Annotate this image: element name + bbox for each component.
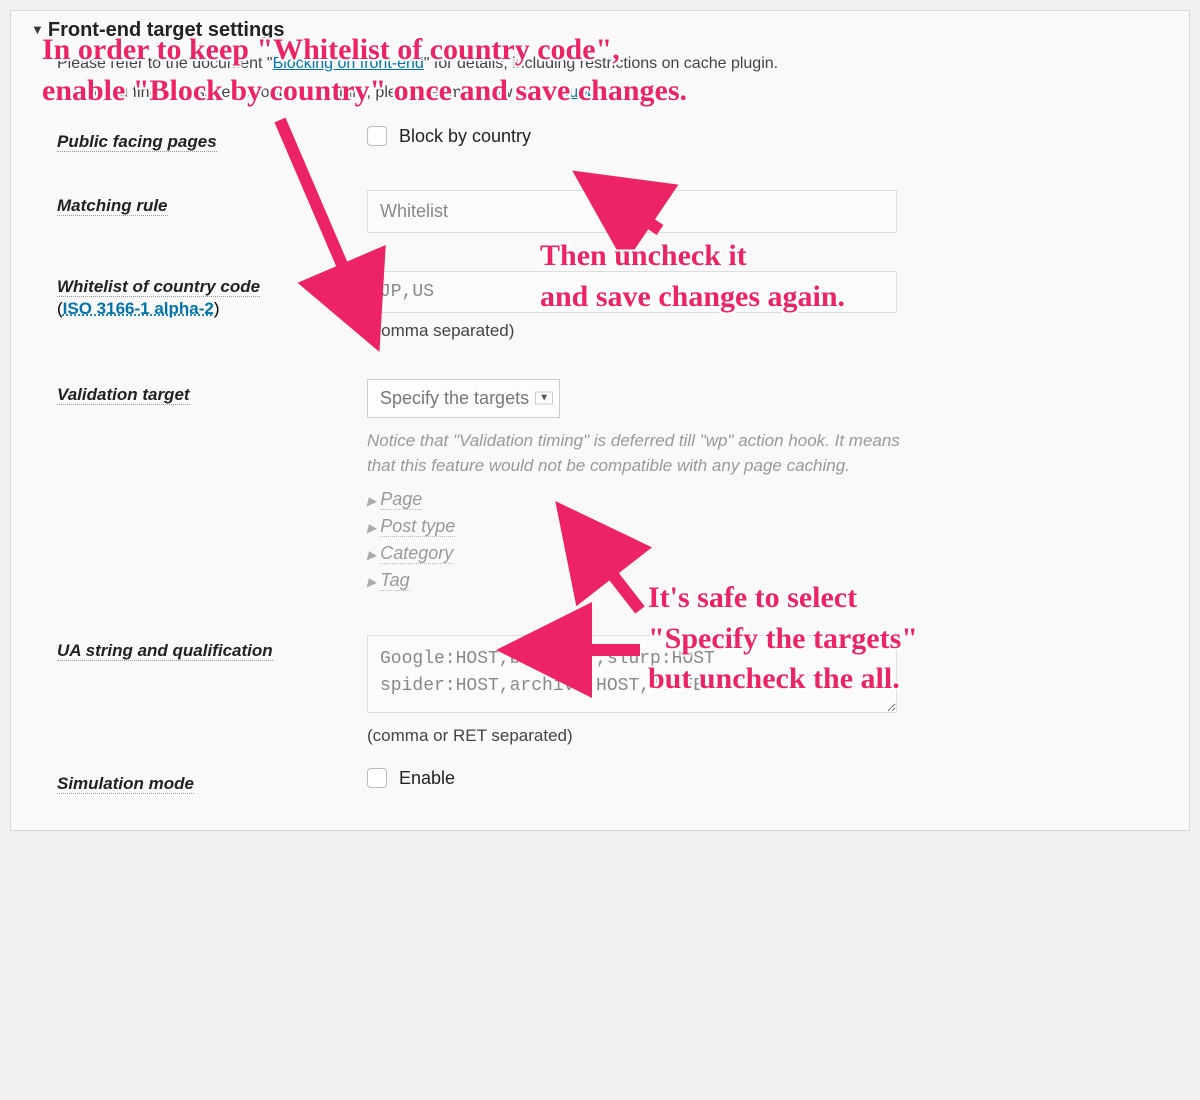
- section-title[interactable]: ▼ Front-end target settings: [31, 19, 1169, 42]
- label-public: Public facing pages: [57, 132, 217, 152]
- iso-paren-close: ): [214, 299, 220, 318]
- row-whitelist: Whitelist of country code (ISO 3166-1 al…: [57, 271, 1169, 341]
- intro-text: Please refer to the document "Blocking o…: [57, 50, 1169, 108]
- sub-item-tag[interactable]: ▶ Tag: [367, 570, 1169, 591]
- validation-notice: Notice that "Validation timing" is defer…: [367, 428, 927, 479]
- ua-string-textarea[interactable]: [367, 635, 897, 713]
- sub-item-category[interactable]: ▶ Category: [367, 543, 1169, 564]
- validation-target-select[interactable]: Specify the targets ▼: [367, 379, 560, 418]
- label-matching: Matching rule: [57, 196, 168, 216]
- row-matching-rule: Matching rule: [57, 190, 1169, 233]
- sub-label: Tag: [380, 570, 409, 591]
- forum-link[interactable]: support forum: [561, 84, 660, 101]
- intro2-suffix: .: [660, 84, 664, 101]
- intro-prefix: Please refer to the document ": [57, 55, 273, 72]
- row-public-facing: Public facing pages Block by country: [57, 126, 1169, 152]
- row-simulation: Simulation mode Enable: [57, 768, 1169, 794]
- sub-label: Post type: [380, 516, 455, 537]
- label-whitelist: Whitelist of country code: [57, 277, 260, 297]
- label-validation: Validation target: [57, 385, 190, 405]
- label-ua: UA string and qualification: [57, 641, 273, 661]
- sub-label: Page: [380, 489, 422, 510]
- label-simulation: Simulation mode: [57, 774, 194, 794]
- caret-right-icon: ▶: [367, 521, 376, 535]
- whitelist-hint: (comma separated): [367, 321, 1169, 341]
- sub-label: Category: [380, 543, 453, 564]
- caret-right-icon: ▶: [367, 575, 376, 589]
- intro-suffix: " for details, including restrictions on…: [424, 55, 778, 72]
- block-by-country-label: Block by country: [399, 126, 531, 147]
- caret-right-icon: ▶: [367, 548, 376, 562]
- section-title-text: Front-end target settings: [48, 19, 285, 41]
- intro2-prefix: And if you find any issues about this fe…: [57, 84, 561, 101]
- select-value: Specify the targets: [380, 388, 529, 408]
- caret-right-icon: ▶: [367, 494, 376, 508]
- chevron-down-icon: ▼: [535, 392, 553, 405]
- matching-rule-input[interactable]: [367, 190, 897, 233]
- target-sublist: ▶ Page ▶ Post type ▶ Category ▶ Tag: [367, 489, 1169, 591]
- row-validation-target: Validation target Specify the targets ▼ …: [57, 379, 1169, 597]
- ua-hint: (comma or RET separated): [367, 726, 1169, 746]
- collapse-caret-icon: ▼: [31, 22, 44, 37]
- settings-panel: ▼ Front-end target settings Please refer …: [10, 10, 1190, 831]
- row-ua-string: UA string and qualification (comma or RE…: [57, 635, 1169, 746]
- simulation-enable-label: Enable: [399, 768, 455, 789]
- simulation-enable-checkbox[interactable]: [367, 768, 387, 788]
- sub-item-posttype[interactable]: ▶ Post type: [367, 516, 1169, 537]
- sub-item-page[interactable]: ▶ Page: [367, 489, 1169, 510]
- whitelist-input[interactable]: [367, 271, 897, 313]
- iso-link[interactable]: ISO 3166-1 alpha-2: [63, 299, 214, 318]
- block-by-country-checkbox[interactable]: [367, 126, 387, 146]
- doc-link[interactable]: Blocking on front-end: [273, 55, 424, 72]
